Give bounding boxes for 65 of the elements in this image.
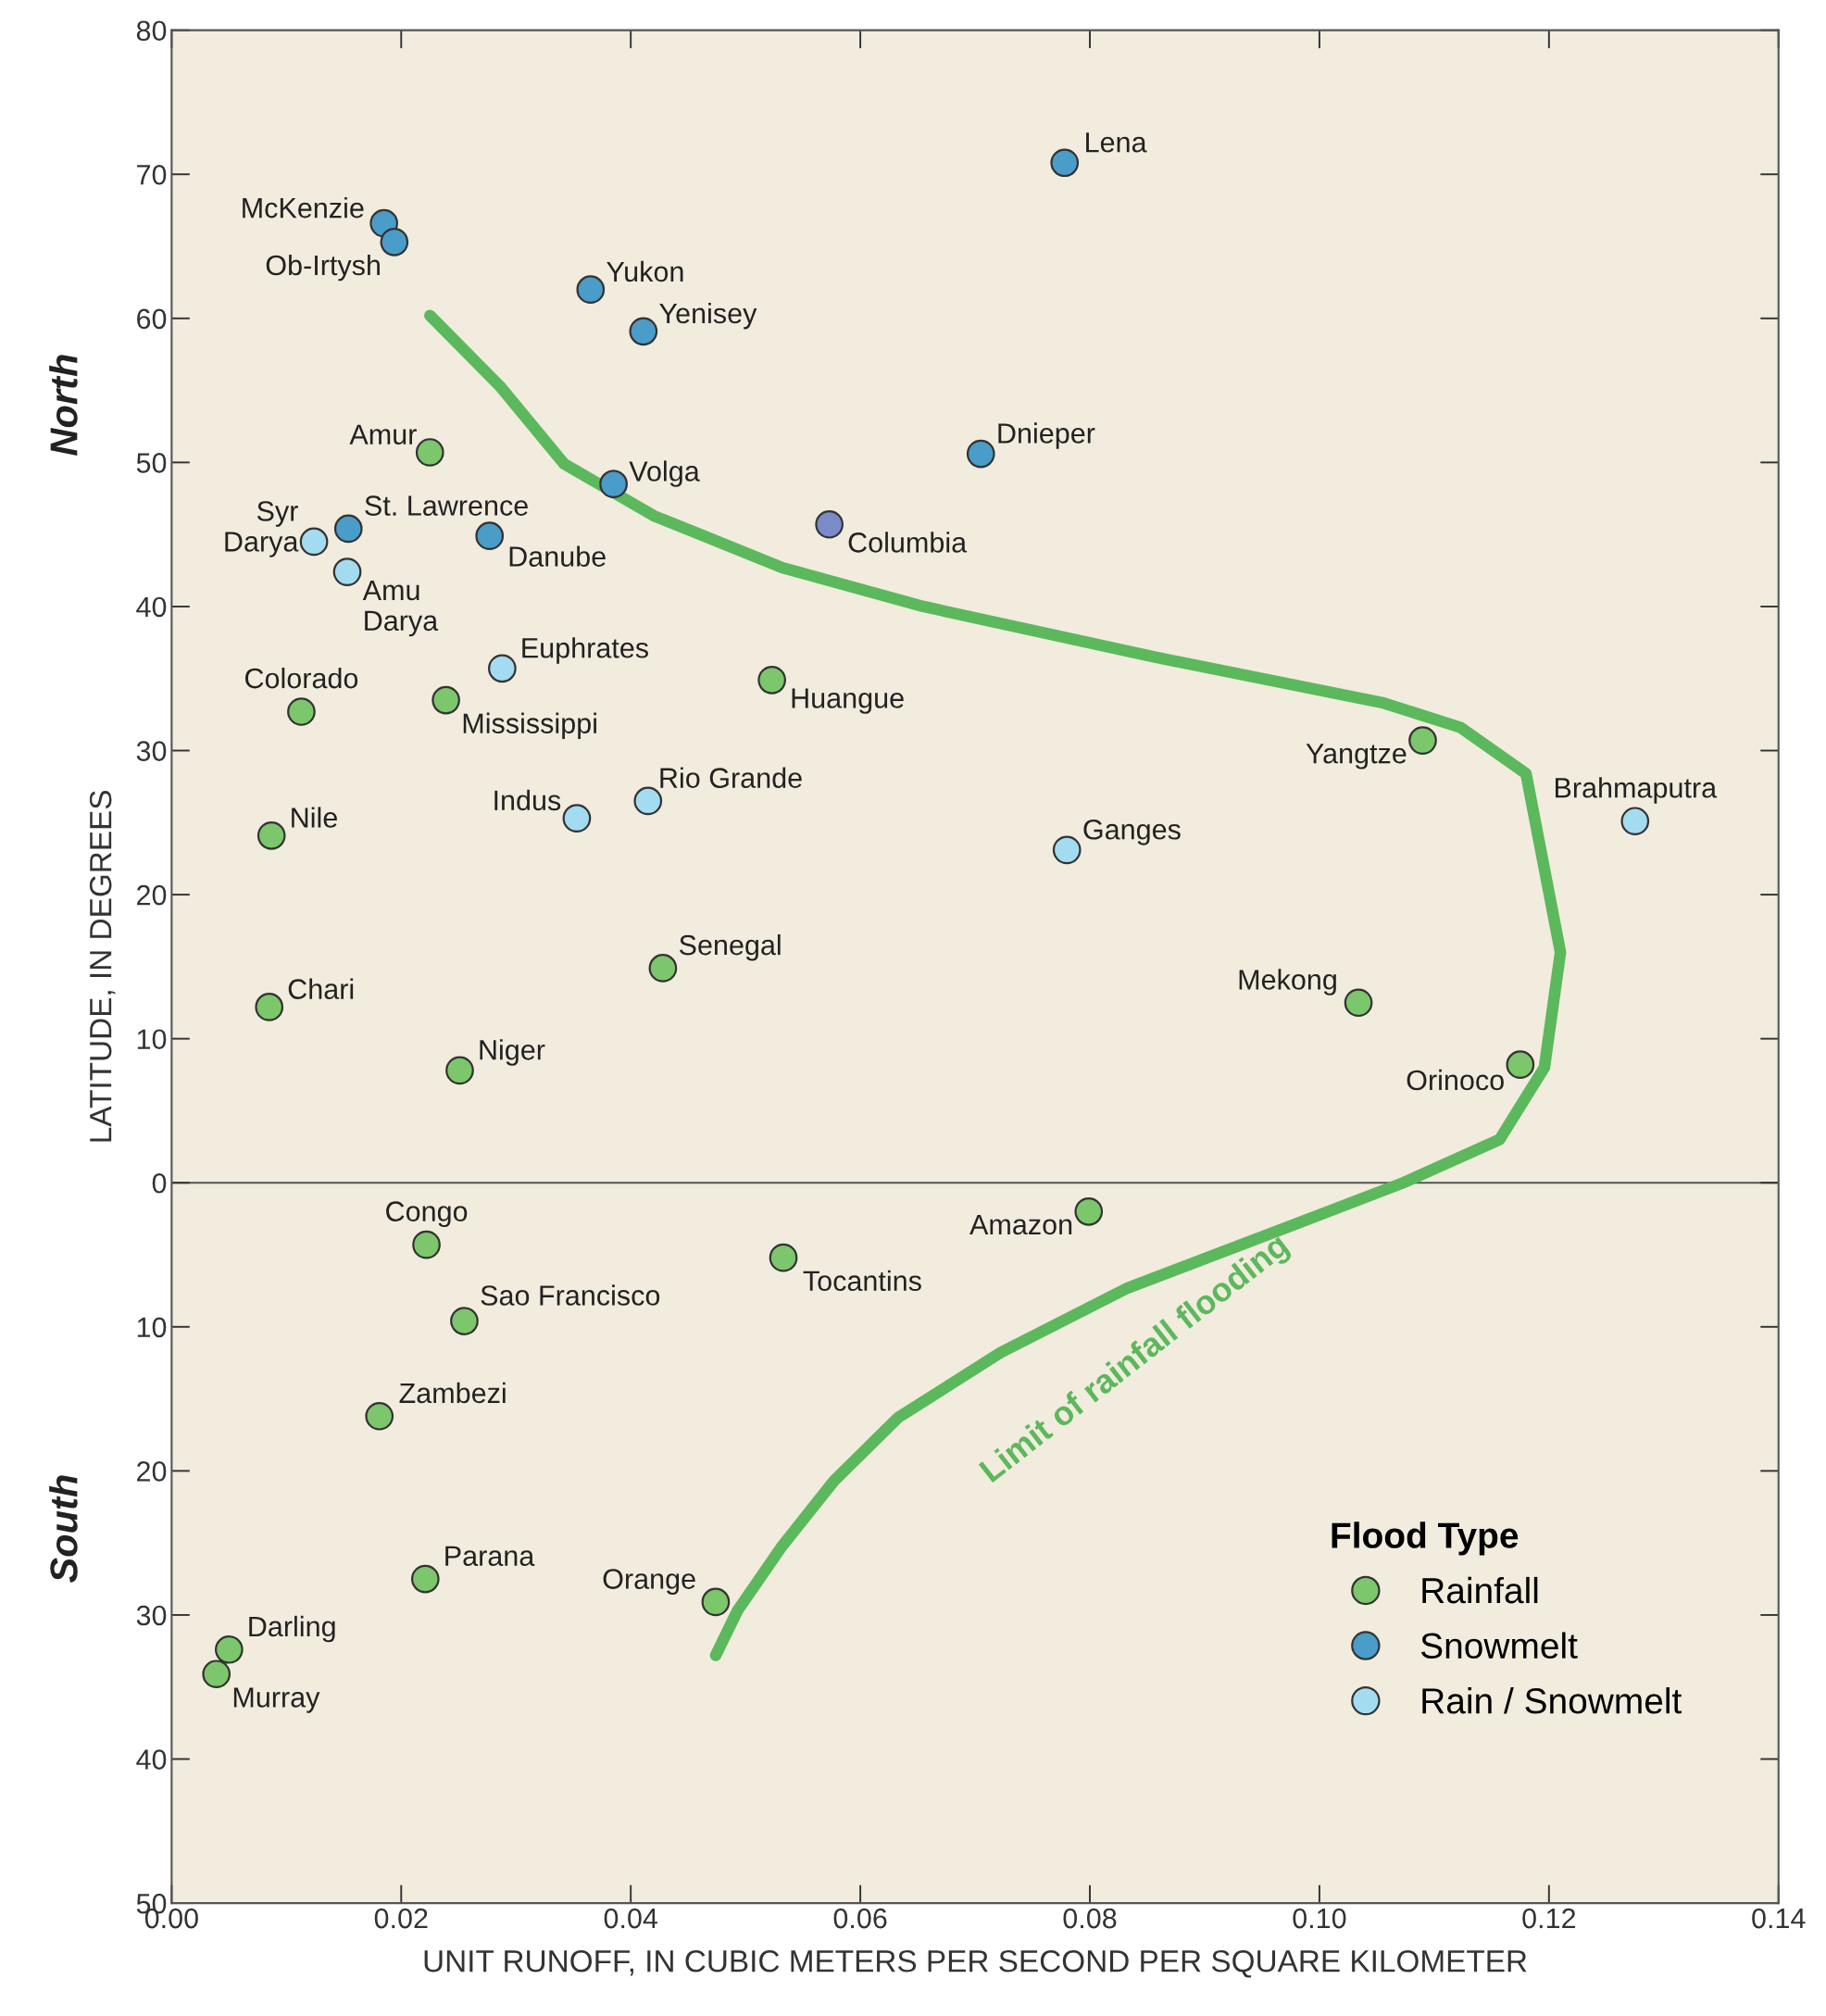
- annotation: Orange: [603, 1569, 695, 1595]
- y-tick-label: 70: [137, 164, 167, 185]
- legend-label: Rain / Snowmelt: [1422, 1687, 1682, 1714]
- legend-label: Snowmelt: [1420, 1632, 1578, 1659]
- annotation: Huangue: [792, 688, 904, 714]
- y-tick-label: 30: [136, 1605, 167, 1626]
- annotation: Mekong: [1239, 969, 1336, 995]
- annotation: Amazon: [969, 1214, 1072, 1235]
- x-tick-label: 0.14: [1752, 1908, 1806, 1929]
- x-tick-label: 0.12: [1522, 1908, 1576, 1929]
- legend-label: Rainfall: [1422, 1576, 1538, 1604]
- annotation: Yukon: [607, 260, 683, 282]
- y-tick-label: 20: [137, 1461, 167, 1482]
- annotation: Volga: [629, 460, 700, 487]
- annotation: Amur: [349, 424, 417, 445]
- y-tick-label: 40: [136, 596, 167, 618]
- annotation: Ganges: [1083, 819, 1181, 845]
- y-tick-label: 80: [136, 20, 167, 42]
- x-tick-label: 0.06: [833, 1908, 887, 1929]
- annotation: Sao Francisco: [481, 1284, 660, 1306]
- annotation: Amu Darya: [362, 580, 439, 637]
- annotation: Senegal: [679, 933, 781, 961]
- annotation: Columbia: [848, 532, 968, 553]
- y-tick-label: 10: [137, 1029, 167, 1050]
- annotation: Tocantins: [803, 1270, 921, 1292]
- annotation: Ob-Irtysh: [266, 254, 380, 282]
- y-tick-label: 50: [136, 453, 167, 473]
- x-tick-label: 0.04: [604, 1908, 658, 1929]
- annotation: St. Lawrence: [365, 495, 528, 516]
- annotation: Darling: [249, 1615, 335, 1643]
- y-tick-label: 40: [136, 1749, 167, 1770]
- annotation: Lena: [1086, 132, 1147, 153]
- annotation: Euphrates: [522, 637, 648, 664]
- annotation: Mississippi: [463, 712, 596, 740]
- annotation: Parana: [445, 1546, 535, 1567]
- x-tick-label: 0.02: [374, 1908, 428, 1929]
- annotation: Yangtze: [1306, 744, 1407, 770]
- y-tick-label: 60: [137, 308, 167, 330]
- annotation: Congo: [386, 1201, 468, 1228]
- annotation: Indus: [494, 789, 561, 811]
- annotation: Dnieper: [998, 422, 1095, 449]
- annotation: Zambezi: [399, 1382, 506, 1404]
- annotation: Nile: [292, 807, 337, 828]
- text: North: [49, 355, 78, 456]
- x-tick-label: 0.10: [1293, 1908, 1346, 1929]
- annotation: Orinoco: [1407, 1069, 1504, 1091]
- y-tick-label: 0: [152, 1172, 167, 1194]
- annotation: Danube: [509, 545, 606, 567]
- x-tick-label: 0.08: [1063, 1908, 1117, 1929]
- y-tick-label: 20: [137, 884, 167, 906]
- annotation: McKenzie: [243, 196, 364, 219]
- annotation: Brahmaputra: [1555, 777, 1718, 804]
- annotation: Rio Grande: [660, 767, 802, 788]
- y-tick-label: 30: [136, 741, 167, 761]
- x-axis-title: UNIT RUNOFF, IN CUBIC METERS PER SECOND PER SQUARE KILOMETER: [424, 1949, 1527, 1978]
- annotation: Chari: [288, 978, 354, 999]
- annotation: Syr Darya: [225, 501, 299, 557]
- annotation: Colorado: [244, 667, 358, 689]
- annotation: Murray: [233, 1687, 320, 1713]
- annotation: Yenisey: [659, 302, 757, 330]
- y-axis-title: LATITUDE, IN DEGREES: [89, 791, 116, 1142]
- annotation: Niger: [480, 1039, 545, 1066]
- y-tick-label: 10: [137, 1317, 167, 1338]
- text: South: [49, 1475, 78, 1584]
- legend-title: Flood Type: [1332, 1521, 1519, 1556]
